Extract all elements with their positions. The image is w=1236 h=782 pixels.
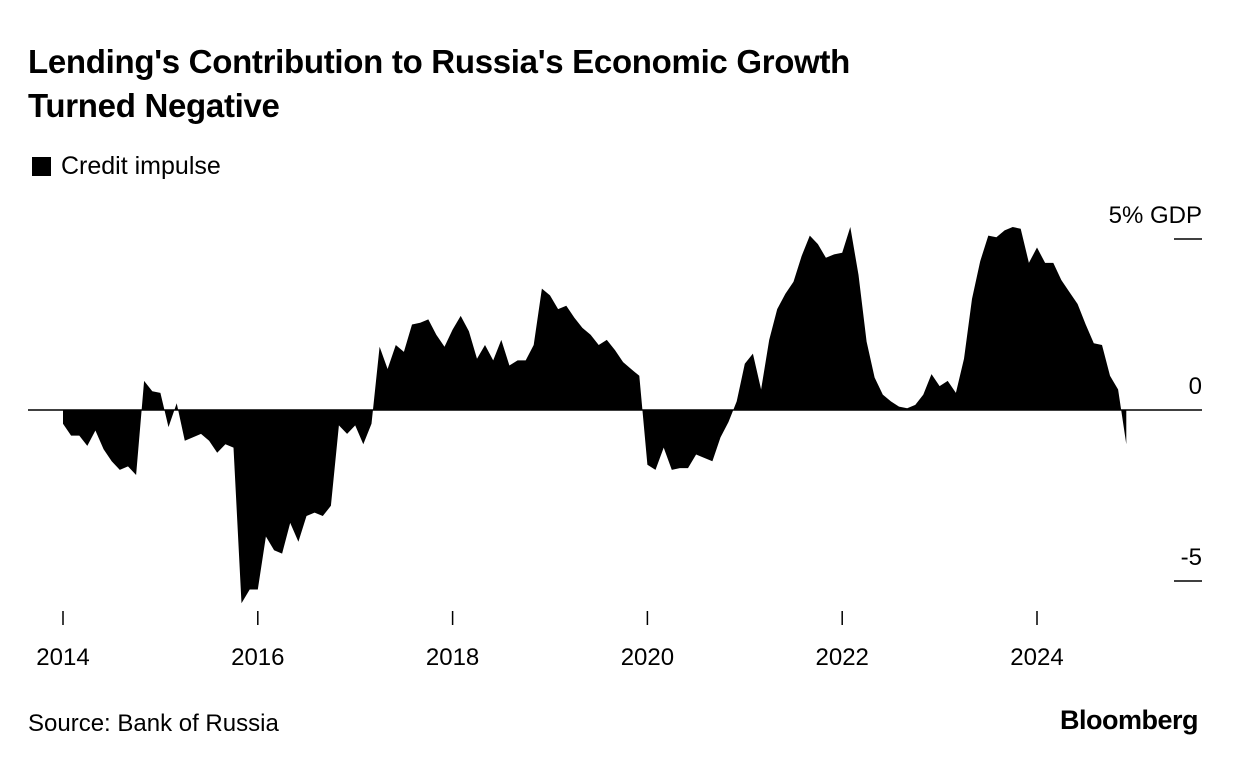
x-tick-label-2022: 2022 [816,644,869,671]
legend-swatch-credit-impulse [32,156,51,176]
x-tick-label-2024: 2024 [1010,644,1063,671]
x-tick-label-2020: 2020 [621,644,674,671]
x-tick-label-2016: 2016 [231,644,284,671]
x-axis: 2014 2016 2018 2020 2022 2024 [36,611,1064,671]
source-note: Source: Bank of Russia [28,710,279,737]
y-tick-label-0: 0 [1189,373,1202,400]
chart-title-line-1: Lending's Contribution to Russia's Econo… [28,43,851,80]
bloomberg-logo: Bloomberg [1059,705,1199,735]
chart-title-line-2: Turned Negative [28,87,280,124]
chart-title: Lending's Contribution to Russia's Econo… [28,40,1028,128]
chart-legend: Credit impulse [32,150,221,182]
y-tick-label-5: 5% GDP [1109,202,1202,229]
x-tick-label-2014: 2014 [36,644,89,671]
x-tick-label-2018: 2018 [426,644,479,671]
legend-label-credit-impulse: Credit impulse [61,152,221,180]
y-tick-label--5: -5 [1181,544,1202,571]
y-axis: 5% GDP 0 -5 [1109,202,1202,582]
credit-impulse-area [63,227,1127,604]
